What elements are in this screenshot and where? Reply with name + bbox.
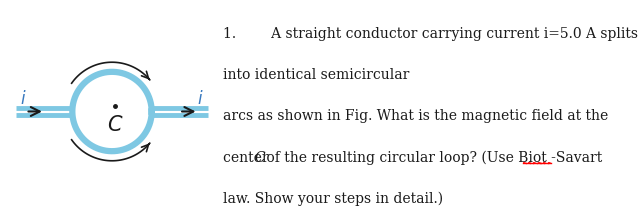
Text: of the resulting circular loop? (Use Biot -Savart: of the resulting circular loop? (Use Bio… xyxy=(262,151,602,165)
Text: 1.        A straight conductor carrying current i=5.0 A splits: 1. A straight conductor carrying current… xyxy=(223,27,638,41)
Text: into identical semicircular: into identical semicircular xyxy=(223,68,409,82)
Text: arcs as shown in Fig. What is the magnetic field at the: arcs as shown in Fig. What is the magnet… xyxy=(223,109,608,123)
Text: center: center xyxy=(223,151,273,165)
Text: C: C xyxy=(255,151,265,165)
Text: $i$: $i$ xyxy=(20,90,27,108)
Text: $C$: $C$ xyxy=(107,115,124,135)
Text: law. Show your steps in detail.): law. Show your steps in detail.) xyxy=(223,192,443,206)
Text: $i$: $i$ xyxy=(197,90,204,108)
